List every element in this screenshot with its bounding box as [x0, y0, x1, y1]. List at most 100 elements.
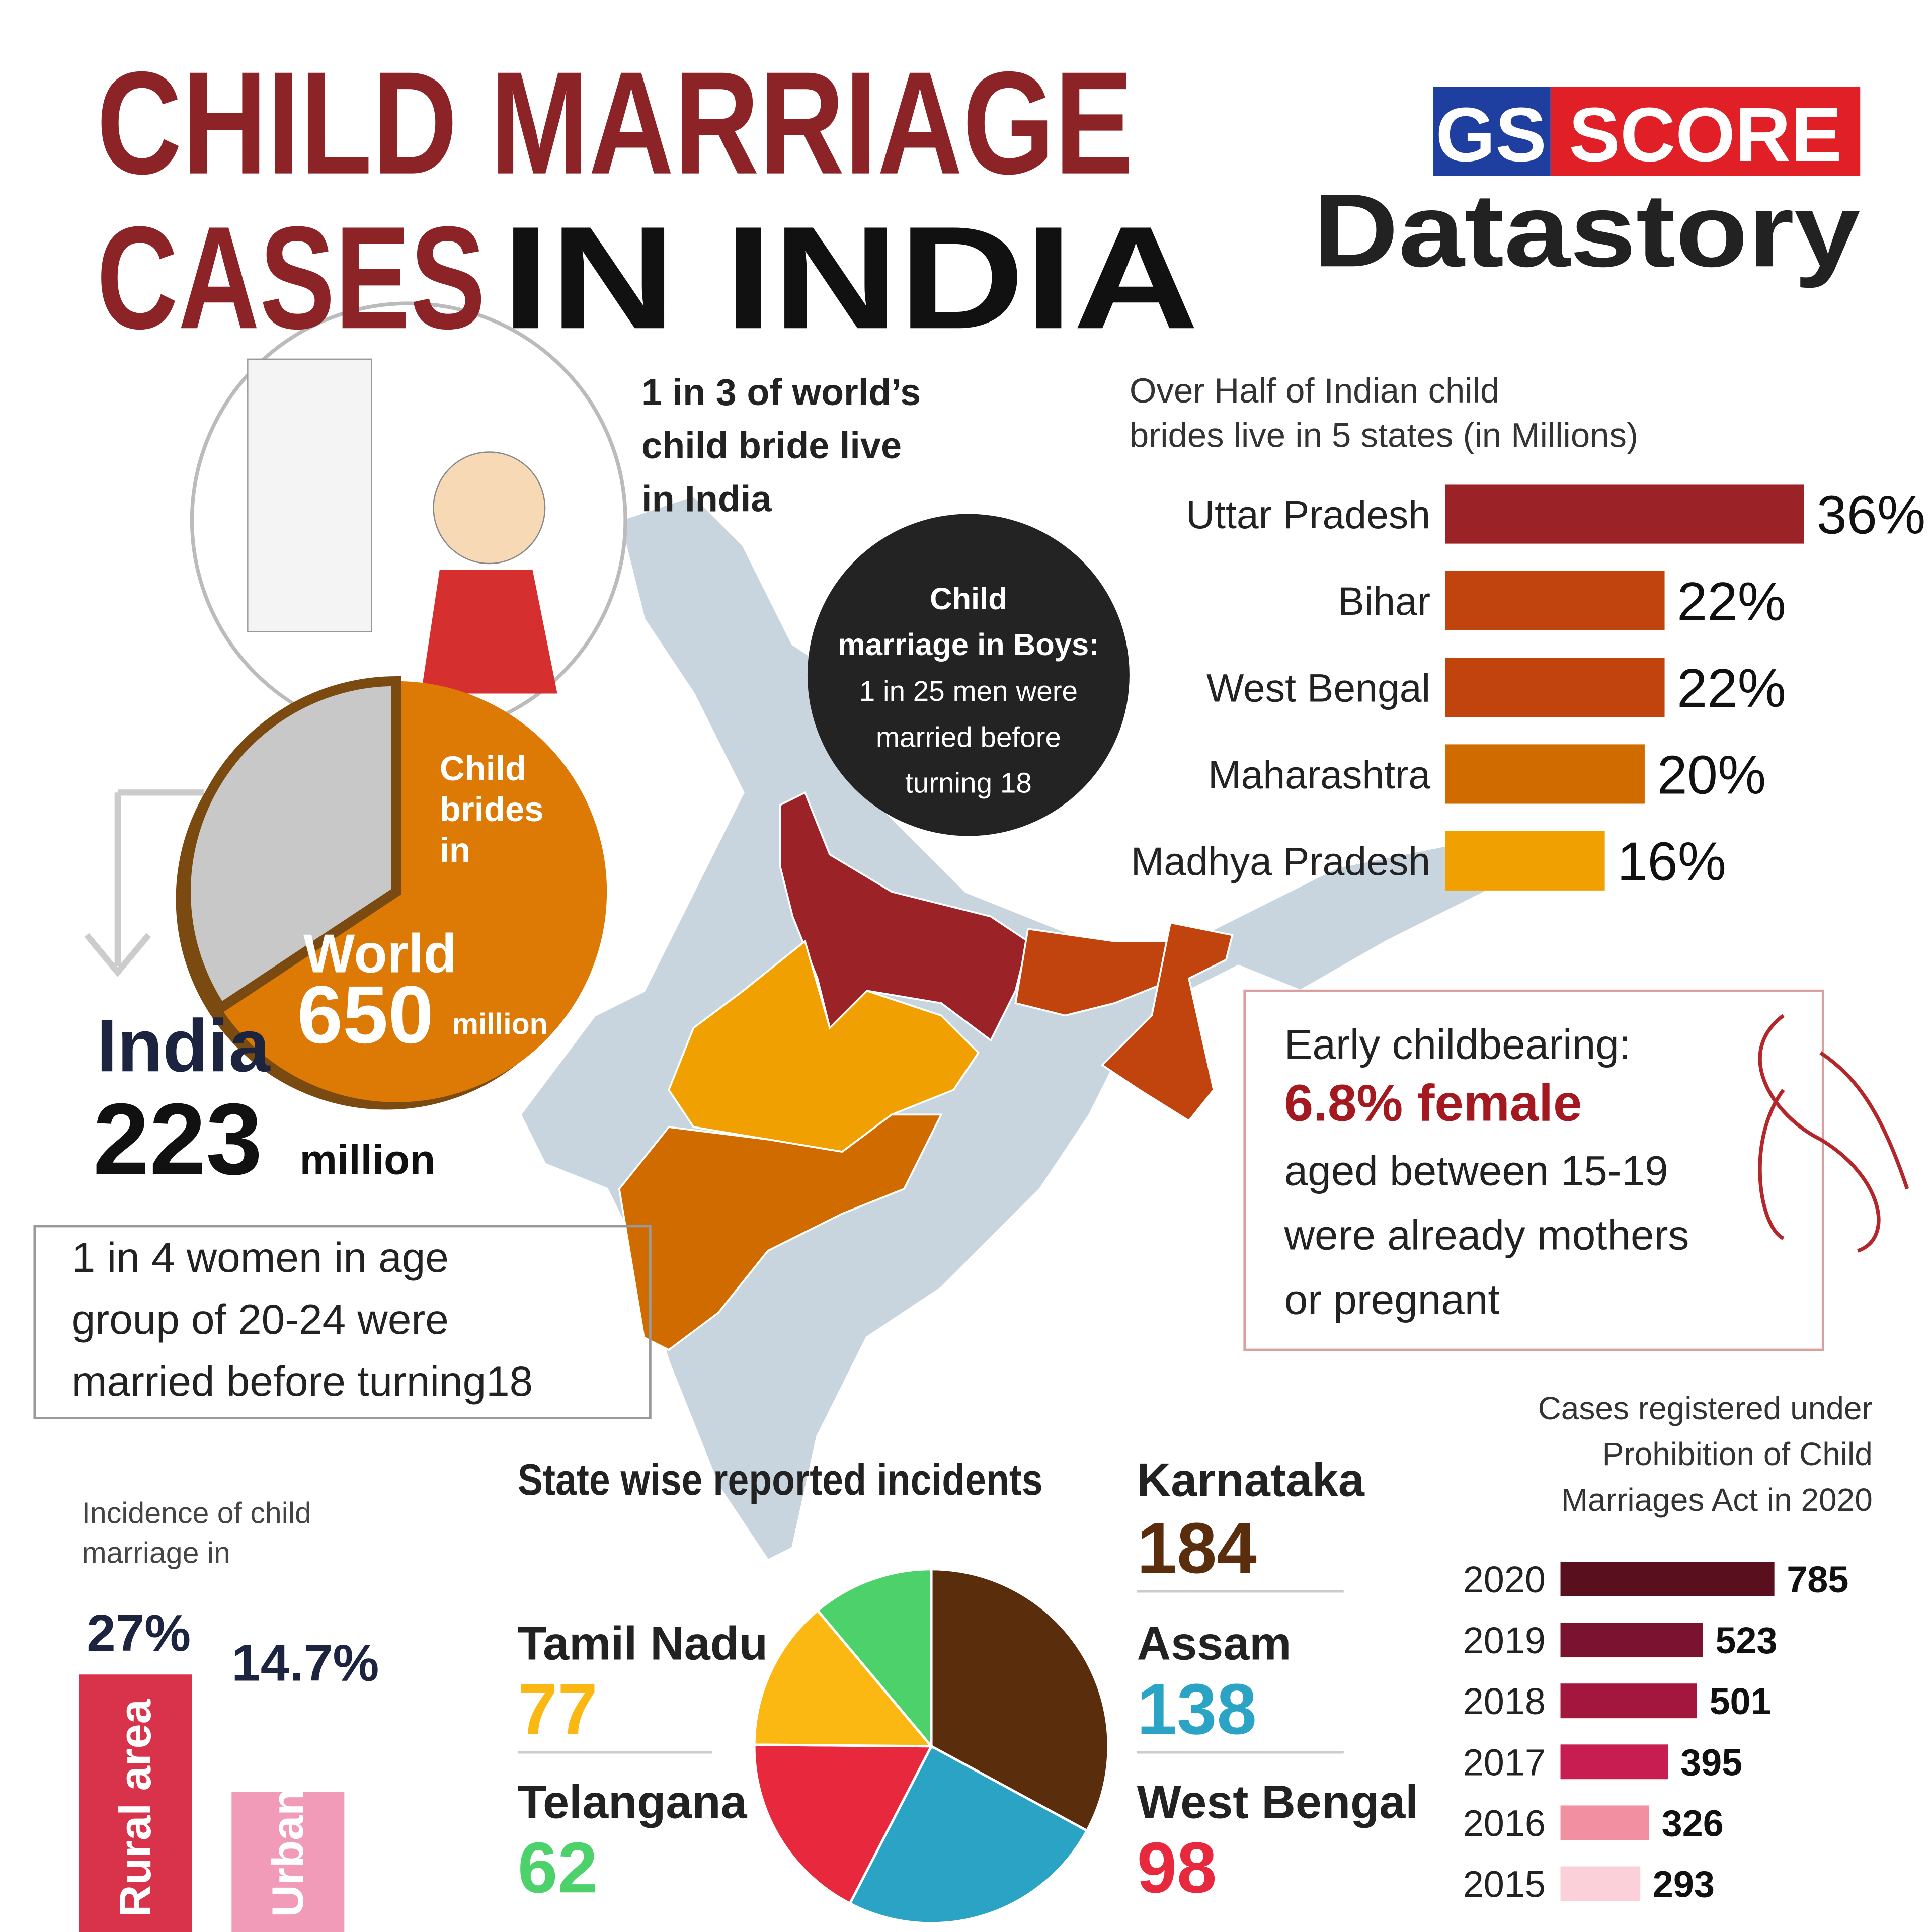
bar [1445, 744, 1645, 804]
bar [1445, 484, 1804, 544]
value-label: 395 [1680, 1741, 1742, 1783]
chart-title: marriage in [82, 1536, 230, 1569]
map-west-bengal [1100, 921, 1234, 1122]
childbearing-heading: Early childbearing: [1284, 1021, 1631, 1068]
pie-caption: Child [440, 749, 526, 788]
value-label: 22% [1677, 658, 1786, 718]
pie-caption: in [440, 831, 470, 869]
childbearing-highlight: 6.8% female [1284, 1074, 1582, 1132]
value-label: 16% [1617, 831, 1726, 892]
category-label: 2017 [1463, 1741, 1546, 1783]
india-map [518, 494, 1488, 1562]
world-label: World [303, 923, 457, 984]
bride-dress [421, 570, 557, 694]
map-bihar [1014, 928, 1178, 1017]
pie-slice [753, 1608, 934, 1748]
title-line: CHILD MARRIAGE [97, 41, 1133, 205]
boys-line: marriage in Boys: [838, 627, 1099, 662]
bar [231, 1792, 345, 1932]
logo-gs: GS [1435, 92, 1547, 178]
bar [1445, 658, 1665, 717]
value-label: 785 [1787, 1559, 1848, 1600]
pie-slice [816, 1568, 933, 1750]
india-label: India [97, 1004, 271, 1087]
value-label: 20% [1657, 744, 1766, 805]
value-label: 501 [1709, 1680, 1771, 1722]
callout-line: 1 in 3 of world’s [641, 371, 921, 413]
value-label: 326 [1662, 1802, 1724, 1844]
category-label: Bihar [1338, 579, 1430, 623]
boys-line: 1 in 25 men were [859, 675, 1078, 707]
title-line: CASES [97, 196, 486, 359]
chart-title: Over Half of Indian child [1130, 371, 1499, 410]
pie-slice [753, 1743, 934, 1905]
india-unit: million [300, 1136, 436, 1183]
bar [1560, 1805, 1650, 1840]
childbearing-line: or pregnant [1284, 1276, 1500, 1323]
slice-label: Telangana [518, 1776, 748, 1828]
women-line: married before turning18 [72, 1357, 533, 1405]
bar [1560, 1744, 1668, 1780]
title-line: IN INDIA [502, 196, 1199, 359]
value-label: 523 [1715, 1620, 1777, 1661]
childbearing-line: were already mothers [1284, 1212, 1689, 1259]
category-label: Uttar Pradesh [1186, 493, 1430, 537]
pie-caption: brides [440, 790, 544, 829]
slice-label: Assam [1137, 1617, 1292, 1669]
bar [1560, 1623, 1703, 1658]
value-label: 14.7% [231, 1633, 379, 1692]
chart-title: State wise reported incidents [518, 1455, 1043, 1504]
logo-score-box [1550, 87, 1861, 176]
callout-line: in India [641, 478, 772, 520]
slice-label: Tamil Nadu [518, 1617, 768, 1669]
bar [1560, 1562, 1775, 1596]
chart-title: Prohibition of Child [1602, 1436, 1873, 1472]
slice-value: 138 [1137, 1669, 1257, 1749]
category-label: Madhya Pradesh [1131, 839, 1430, 883]
bar [1445, 571, 1665, 630]
women-line: group of 20-24 were [72, 1296, 449, 1343]
boys-line: Child [930, 582, 1007, 616]
boys-circle [807, 514, 1130, 836]
india-value: 223 [93, 1082, 263, 1196]
women-line: 1 in 4 women in age [72, 1234, 449, 1281]
map-maharashtra [618, 1113, 943, 1351]
value-label: 36% [1817, 485, 1926, 545]
value-label: 293 [1653, 1864, 1715, 1905]
bar [79, 1674, 192, 1932]
slice-value: 77 [518, 1669, 598, 1749]
slice-value: 62 [518, 1828, 598, 1908]
bride-face [433, 451, 546, 565]
category-label: Maharashtra [1208, 753, 1430, 797]
india-sector [181, 676, 401, 1015]
map-madhya-pradesh [668, 939, 980, 1153]
pie-slice [930, 1568, 1110, 1833]
childbearing-line: aged between 15-19 [1284, 1147, 1668, 1194]
groom-figure [247, 358, 372, 632]
slice-label: West Bengal [1137, 1776, 1418, 1828]
value-label: 22% [1677, 571, 1786, 632]
boys-line: married before [876, 721, 1061, 753]
value-label: 27% [87, 1603, 191, 1662]
bar [1560, 1683, 1697, 1719]
women-box [33, 1225, 652, 1419]
logo-score: SCORE [1569, 92, 1842, 178]
category-label: 2018 [1463, 1680, 1546, 1722]
pregnant-icon [1758, 1014, 1909, 1253]
category-label: 2019 [1463, 1620, 1546, 1661]
slice-value: 184 [1137, 1508, 1257, 1588]
bar [1560, 1866, 1641, 1901]
category-label: Urban area [263, 1684, 312, 1917]
map-uttar-pradesh [779, 791, 1029, 1042]
logo-gs-box [1433, 87, 1551, 176]
arrow [84, 789, 205, 977]
category-label: West Bengal [1206, 666, 1430, 710]
bar [1445, 831, 1605, 891]
world-value: 650 [297, 970, 434, 1061]
category-label: 2016 [1463, 1802, 1546, 1844]
chart-title: Cases registered under [1538, 1390, 1873, 1426]
callout-line: child bride live [641, 425, 902, 466]
chart-title: Incidence of child [82, 1497, 311, 1530]
